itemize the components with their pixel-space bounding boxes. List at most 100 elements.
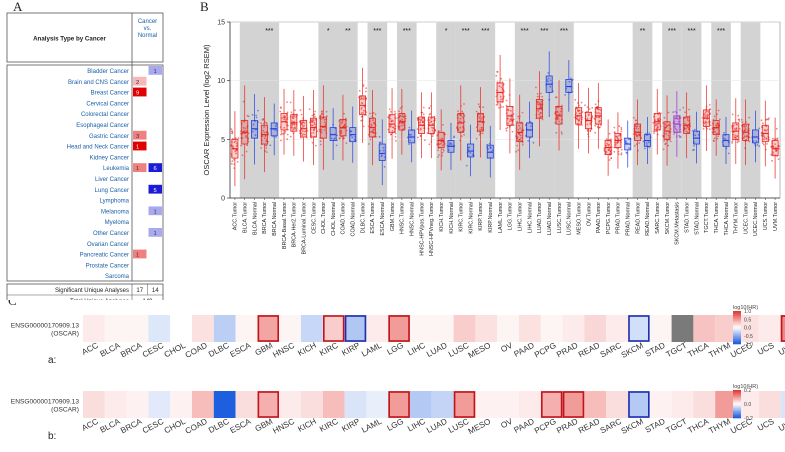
data-point	[775, 127, 778, 130]
data-point	[465, 164, 468, 167]
data-point	[320, 128, 323, 131]
legend-a-tick: 0.0	[744, 326, 751, 332]
heatmap-cell-HNSC	[279, 315, 301, 342]
data-point	[442, 149, 445, 152]
x-tick-label: KIRC.Normal	[468, 202, 474, 234]
data-point	[422, 113, 425, 116]
data-point	[637, 127, 640, 130]
heatmap-column-label: COAD	[184, 417, 209, 436]
data-point	[431, 135, 434, 138]
data-point	[286, 101, 288, 104]
data-point	[251, 130, 254, 133]
data-point	[274, 125, 277, 128]
data-point	[743, 129, 746, 131]
data-point	[232, 146, 234, 149]
heatmap-column-label: LGG	[386, 341, 405, 357]
data-point	[613, 131, 616, 134]
data-point	[333, 137, 336, 140]
x-tick-label: THCA.Normal	[724, 202, 730, 236]
heatmap-cell-DLBC	[213, 391, 236, 418]
data-point	[737, 114, 740, 117]
heatmap-column-label: TGCT	[665, 417, 689, 435]
data-point	[479, 128, 481, 131]
data-point	[234, 150, 236, 153]
data-point	[428, 121, 431, 124]
x-tick-label: PAAD.Tumor	[596, 202, 602, 233]
data-point	[705, 124, 707, 127]
x-tick-label: HNSC.Tumor	[400, 202, 406, 234]
data-point	[662, 148, 665, 151]
data-point	[235, 145, 238, 148]
heatmap-column-label: ACC	[80, 341, 100, 357]
data-point	[777, 158, 780, 161]
data-point	[312, 131, 315, 134]
x-tick-label: READ.Tumor	[635, 202, 641, 234]
x-tick-label: HNSC-HPVpos.Tumor	[419, 202, 425, 256]
data-point	[360, 102, 363, 104]
data-point	[613, 126, 616, 129]
data-point	[500, 86, 503, 88]
data-point	[423, 139, 426, 142]
data-point	[302, 130, 304, 133]
cancer-type-label: Bladder Cancer	[87, 69, 129, 75]
down-count: 1	[154, 69, 157, 75]
data-point	[332, 138, 335, 141]
data-point	[313, 128, 315, 131]
legend-b-gradient-step	[733, 404, 741, 406]
data-point	[481, 132, 484, 135]
data-point	[693, 145, 695, 147]
data-point	[360, 108, 363, 110]
data-point	[707, 111, 710, 113]
data-point	[556, 117, 559, 119]
data-point	[499, 98, 502, 101]
up-cell	[133, 249, 147, 259]
data-point	[716, 122, 719, 125]
data-point	[738, 120, 741, 122]
data-point	[541, 95, 544, 98]
up-count: 2	[136, 80, 139, 86]
data-point	[761, 142, 764, 145]
data-point	[768, 117, 770, 120]
data-point	[772, 151, 775, 154]
data-point	[684, 111, 686, 114]
pair-shade	[514, 22, 535, 198]
legend-b-tick: 0.0	[744, 402, 751, 408]
heatmap-cell-TGCT	[671, 391, 694, 418]
up-count: 1	[136, 253, 139, 259]
data-point	[520, 137, 522, 139]
data-point	[460, 135, 463, 138]
data-point	[313, 113, 316, 116]
x-tick-label: OV.Tumor	[586, 202, 592, 226]
data-point	[507, 109, 510, 112]
data-point	[374, 113, 377, 116]
data-point	[579, 112, 582, 115]
x-tick-label: HNSC.Normal	[409, 202, 415, 236]
data-point	[547, 72, 550, 74]
data-point	[667, 144, 669, 147]
x-tick-label: BRCA-Her2.Tumor	[292, 202, 298, 248]
data-point	[431, 129, 434, 132]
x-tick-label: LUSC.Tumor	[557, 202, 563, 233]
legend-b-gradient-step	[733, 413, 741, 416]
heatmap-cell-OV	[497, 315, 519, 342]
data-point	[430, 120, 433, 123]
data-point	[635, 143, 638, 146]
data-point	[369, 131, 372, 134]
data-point	[302, 121, 305, 124]
data-point	[235, 152, 237, 155]
data-point	[772, 153, 774, 156]
data-point	[341, 119, 343, 122]
data-point	[517, 128, 520, 131]
data-point	[410, 134, 413, 136]
data-point	[265, 151, 268, 154]
significance-mark: ***	[560, 28, 568, 35]
box-GBM.Tumor	[388, 114, 396, 133]
data-point	[459, 117, 462, 120]
data-point	[236, 161, 239, 163]
up-cell	[133, 76, 147, 86]
legend-a-gradient-step	[733, 327, 741, 330]
legend-b-gradient-step	[733, 405, 741, 408]
data-point	[242, 100, 245, 103]
data-point	[540, 92, 542, 95]
data-point	[422, 106, 425, 109]
